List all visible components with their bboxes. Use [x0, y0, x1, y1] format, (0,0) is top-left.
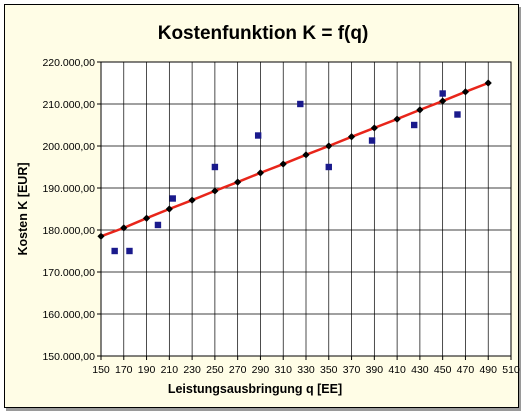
fitted-point [439, 97, 447, 105]
fitted-point [370, 124, 378, 132]
x-tick-label: 290 [252, 364, 270, 376]
x-tick-label: 230 [183, 364, 201, 376]
x-tick-label: 510 [502, 364, 520, 376]
x-tick-label: 410 [388, 364, 406, 376]
observed-series [111, 90, 461, 255]
fitted-point [97, 232, 105, 240]
observed-point [439, 90, 446, 97]
x-tick-label: 350 [320, 364, 338, 376]
observed-point [297, 100, 304, 108]
y-tick-labels: 150.000,00 160.000,00 170.000,00 180.000,00… [42, 57, 95, 363]
fitted-point [461, 88, 470, 96]
grid [97, 61, 512, 360]
fitted-point [142, 214, 151, 222]
observed-point [211, 163, 219, 171]
x-tick-label: 150 [92, 364, 110, 376]
chart-title: Kostenfunktion K = f(q) [158, 23, 369, 44]
fitted-point [484, 79, 492, 87]
chart: Kostenfunktion K = f(q) 150.000,00 160.00… [16, 23, 520, 396]
observed-point [169, 195, 176, 202]
x-tick-label: 250 [206, 364, 224, 376]
fitted-point [393, 115, 401, 123]
observed-point [325, 163, 332, 171]
x-tick-label: 210 [161, 364, 179, 376]
observed-point [454, 111, 461, 118]
x-axis-label: Leistungsausbringung q [EE] [168, 382, 342, 396]
observed-point [254, 132, 262, 139]
x-tick-label: 310 [274, 364, 292, 376]
x-tick-label: 490 [479, 364, 497, 376]
fitted-point [188, 196, 196, 204]
y-tick-label: 170.000,00 [42, 267, 95, 279]
fitted-point [211, 187, 219, 195]
y-tick-label: 210.000,00 [42, 99, 95, 111]
x-tick-labels: 150 170 190 210 230 250 270 290 310 330 350 370 390 4… [92, 364, 520, 376]
fitted-point [416, 106, 424, 114]
fitted-point [234, 178, 242, 186]
fitted-point [120, 224, 128, 232]
observed-point [410, 121, 418, 129]
x-tick-label: 430 [411, 364, 429, 376]
chart-frame: Kostenfunktion K = f(q) 150.000,00 160.00… [4, 4, 520, 408]
x-tick-label: 170 [115, 364, 133, 376]
y-tick-label: 200.000,00 [42, 141, 95, 153]
y-tick-label: 220.000,00 [42, 57, 95, 69]
fitted-point [347, 133, 356, 141]
fitted-point [325, 142, 333, 150]
x-tick-label: 470 [457, 364, 475, 376]
y-tick-label: 160.000,00 [42, 309, 95, 321]
x-tick-label: 190 [138, 364, 156, 376]
x-tick-label: 390 [366, 364, 384, 376]
y-axis-label: Kosten K [EUR] [16, 162, 30, 255]
x-tick-label: 370 [343, 364, 361, 376]
observed-point [154, 221, 162, 229]
fitted-series [97, 79, 492, 240]
y-tick-label: 150.000,00 [42, 351, 95, 363]
x-tick-label: 330 [297, 364, 315, 376]
fitted-point [279, 160, 287, 168]
fitted-point [165, 205, 173, 213]
fitted-point [256, 169, 265, 177]
observed-point [126, 247, 133, 255]
observed-point [111, 247, 118, 255]
y-tick-label: 190.000,00 [42, 183, 95, 195]
fitted-line [100, 81, 489, 238]
y-tick-label: 180.000,00 [42, 225, 95, 237]
x-tick-label: 450 [434, 364, 452, 376]
observed-point [368, 137, 376, 144]
fitted-point [302, 151, 310, 159]
x-tick-label: 270 [229, 364, 247, 376]
